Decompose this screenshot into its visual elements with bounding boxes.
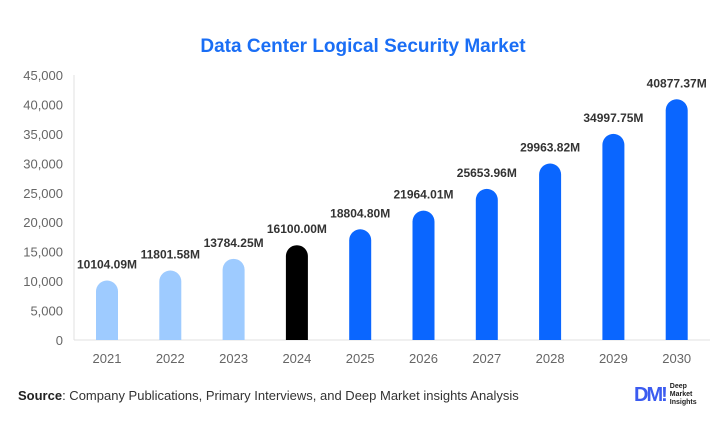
y-tick-label: 25,000 — [23, 186, 63, 201]
chart-title: Data Center Logical Security Market — [200, 36, 526, 57]
bar-2025 — [349, 229, 372, 340]
bar-2023 — [222, 258, 245, 340]
bar-2022 — [159, 270, 182, 340]
y-tick-label: 40,000 — [23, 97, 63, 112]
data-label: 29963.82M — [520, 141, 580, 155]
logo-mark: DM! — [634, 383, 668, 406]
x-tick-label: 2022 — [156, 351, 185, 366]
x-tick-label: 2027 — [472, 351, 501, 366]
x-tick-label: 2030 — [662, 351, 691, 366]
bar-2026 — [412, 210, 435, 340]
y-tick-label: 30,000 — [23, 156, 63, 171]
y-tick-label: 35,000 — [23, 127, 63, 142]
y-tick-label: 15,000 — [23, 245, 63, 260]
y-tick-label: 10,000 — [23, 274, 63, 289]
x-tick-label: 2028 — [536, 351, 565, 366]
y-tick-label: 0 — [56, 333, 63, 348]
y-tick-label: 45,000 — [23, 68, 63, 83]
bar-2024 — [285, 245, 308, 340]
logo-text-line: Insights — [669, 399, 697, 406]
data-label: 34997.75M — [583, 111, 643, 125]
data-label: 21964.01M — [393, 188, 453, 202]
x-tick-label: 2024 — [282, 351, 311, 366]
y-tick-label: 20,000 — [23, 215, 63, 230]
source-label: Source — [18, 388, 63, 403]
logo-text-line: Deep — [669, 383, 687, 390]
y-tick-label: 5,000 — [30, 304, 63, 319]
data-label: 13784.25M — [204, 236, 264, 250]
data-label: 16100.00M — [267, 222, 327, 236]
bar-2029 — [602, 133, 625, 340]
data-label: 18804.80M — [330, 206, 390, 220]
logo: DM! Deep Market Insights — [634, 383, 697, 407]
x-tick-label: 2021 — [93, 351, 122, 366]
logo-text-line: Market — [669, 391, 693, 398]
bar-2028 — [539, 163, 562, 340]
bar-2021 — [96, 280, 118, 340]
bar-2027 — [475, 188, 498, 340]
data-label: 25653.96M — [457, 166, 517, 180]
source-note: Source: Company Publications, Primary In… — [18, 388, 519, 403]
x-tick-label: 2029 — [599, 351, 628, 366]
data-label: 10104.09M — [77, 257, 137, 271]
x-tick-label: 2023 — [219, 351, 248, 366]
x-tick-label: 2025 — [346, 351, 375, 366]
logo-text: Deep Market Insights — [670, 383, 697, 407]
data-label: 40877.37M — [647, 76, 707, 90]
bar-2030 — [665, 99, 688, 340]
source-text: : Company Publications, Primary Intervie… — [62, 388, 519, 403]
data-label: 11801.58M — [141, 248, 200, 262]
x-tick-label: 2026 — [409, 351, 438, 366]
